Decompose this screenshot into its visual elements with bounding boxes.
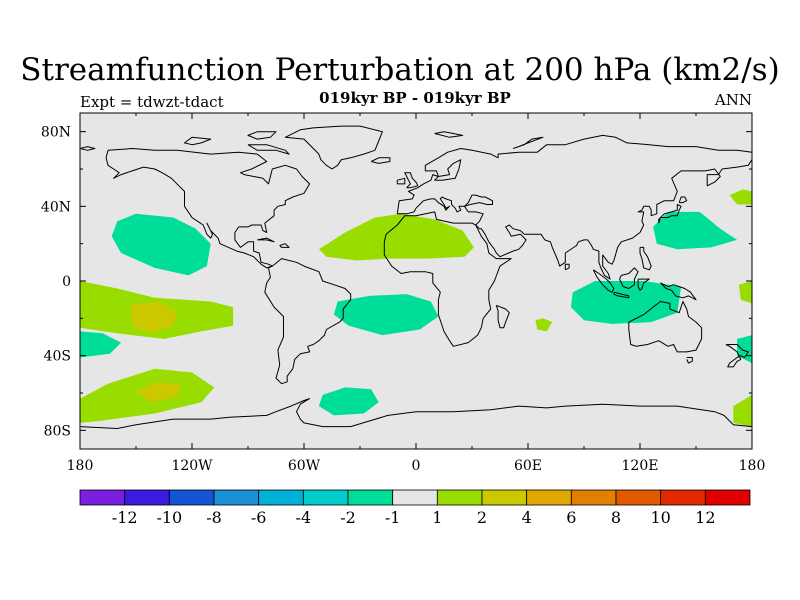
- contour-indian-ocean-small-high: [535, 318, 553, 332]
- contour-indonesia-low: [570, 281, 682, 324]
- coastline-15: [613, 291, 630, 299]
- coastline-11: [658, 204, 682, 224]
- coastline-27: [434, 131, 464, 138]
- colorbar-swatch: [124, 489, 170, 506]
- colorbar-swatch: [660, 489, 706, 506]
- coastline-22: [257, 237, 275, 243]
- colorbar-swatch: [436, 489, 483, 506]
- coastline-layer: [80, 125, 752, 429]
- coastline-8: [404, 172, 419, 189]
- contour-tropical-atlantic-high: [318, 213, 474, 261]
- coastline-12: [678, 196, 688, 204]
- colorbar-label: -12: [112, 508, 138, 527]
- coastline-1: [264, 258, 352, 385]
- coastline-6: [80, 398, 752, 429]
- lon-tick-label: 120W: [171, 458, 213, 474]
- coastline-26: [247, 131, 277, 140]
- colorbar-swatch: [79, 489, 126, 506]
- colorbar-swatch: [213, 489, 260, 506]
- coastline-17: [637, 278, 650, 291]
- coastline-18: [660, 282, 697, 301]
- contour-dateline-eq-high: [738, 281, 752, 304]
- contour-s-atlantic-low: [333, 294, 439, 336]
- colorbar-label: 6: [566, 508, 576, 527]
- contour-layer: [80, 189, 752, 427]
- colorbar-swatch: [168, 489, 215, 506]
- colorbar-label: -6: [251, 508, 267, 527]
- coastline-4: [628, 301, 703, 353]
- experiment-label: Expt = tdwzt-tdact: [80, 93, 224, 111]
- coastline-5: [686, 357, 693, 364]
- lon-tick-label: 60E: [514, 458, 542, 474]
- lat-tick-label: 40S: [44, 349, 71, 365]
- coastline-3: [396, 134, 752, 280]
- colorbar-label: 8: [611, 508, 621, 527]
- lat-tick-label: 0: [62, 274, 71, 290]
- colorbar-swatch: [392, 489, 438, 506]
- coastline-29: [80, 146, 96, 151]
- contour-southern-ocean-low: [318, 387, 379, 416]
- chart-title: Streamfunction Perturbation at 200 hPa (…: [20, 52, 780, 88]
- coastline-7: [284, 125, 383, 170]
- colorbar-label: 1: [432, 508, 442, 527]
- colorbar-label: 12: [695, 508, 715, 527]
- colorbar-label: -10: [156, 508, 182, 527]
- lon-tick-label: 180: [67, 458, 94, 474]
- colorbar-swatch: [615, 489, 662, 506]
- contour-s-pacific-high-core: [130, 301, 178, 334]
- coastline-2: [383, 211, 512, 347]
- colorbar-swatch: [704, 489, 751, 506]
- colorbar-swatch: [302, 489, 349, 506]
- lon-tick-label: 120E: [622, 458, 659, 474]
- colorbar-swatch: [347, 489, 394, 506]
- colorbar-swatch: [526, 489, 572, 506]
- colorbar-label: 4: [522, 508, 532, 527]
- season-label: ANN: [714, 91, 752, 109]
- coastline-20: [725, 344, 749, 368]
- coastline-25: [247, 144, 290, 155]
- coastline-23: [279, 243, 290, 248]
- lat-tick-label: 40N: [41, 199, 71, 215]
- coastline-28: [512, 136, 544, 149]
- contour-dateline-far-s-high: [733, 394, 752, 427]
- lon-tick-label: 60W: [288, 458, 321, 474]
- contour-dateline-n-high: [729, 189, 752, 205]
- colorbar-swatch: [258, 489, 304, 506]
- colorbar-label: -2: [340, 508, 356, 527]
- coastline-9: [396, 177, 406, 185]
- coastline-0: [105, 148, 311, 269]
- colorbar-swatch: [570, 489, 617, 506]
- colorbar-swatch: [481, 489, 528, 506]
- chart-subtitle: 019kyr BP - 019kyr BP: [319, 89, 511, 107]
- lon-tick-label: 180: [739, 458, 766, 474]
- lon-tick-label: 0: [412, 458, 421, 474]
- colorbar-label: -4: [296, 508, 312, 527]
- coastline-13: [639, 246, 652, 271]
- coastline-14: [592, 269, 615, 293]
- coastline-10: [370, 157, 391, 164]
- contour-s-pacific-midlat-core: [136, 381, 181, 403]
- colorbar-label: 10: [650, 508, 670, 527]
- lat-tick-label: 80N: [41, 125, 71, 141]
- axis-layer: 80N 40N 0 40S 80S 180 120W 60W 0 60E 120E 180: [41, 113, 765, 474]
- coastline-19: [495, 304, 510, 329]
- contour-nw-pacific-low: [653, 211, 738, 250]
- colorbar-label: 2: [477, 508, 487, 527]
- colorbar-label: -1: [385, 508, 401, 527]
- colorbar: -12 -10 -8 -6 -4 -2 -1 1 2 4 6 8 10 12: [79, 489, 751, 527]
- contour-sw-pacific-low: [80, 331, 122, 358]
- contour-n-pacific-low: [111, 213, 211, 276]
- colorbar-label: -8: [206, 508, 222, 527]
- lat-tick-label: 80S: [44, 423, 71, 439]
- coastline-24: [184, 136, 212, 146]
- coastline-21: [564, 263, 570, 271]
- coastline-16: [619, 267, 639, 289]
